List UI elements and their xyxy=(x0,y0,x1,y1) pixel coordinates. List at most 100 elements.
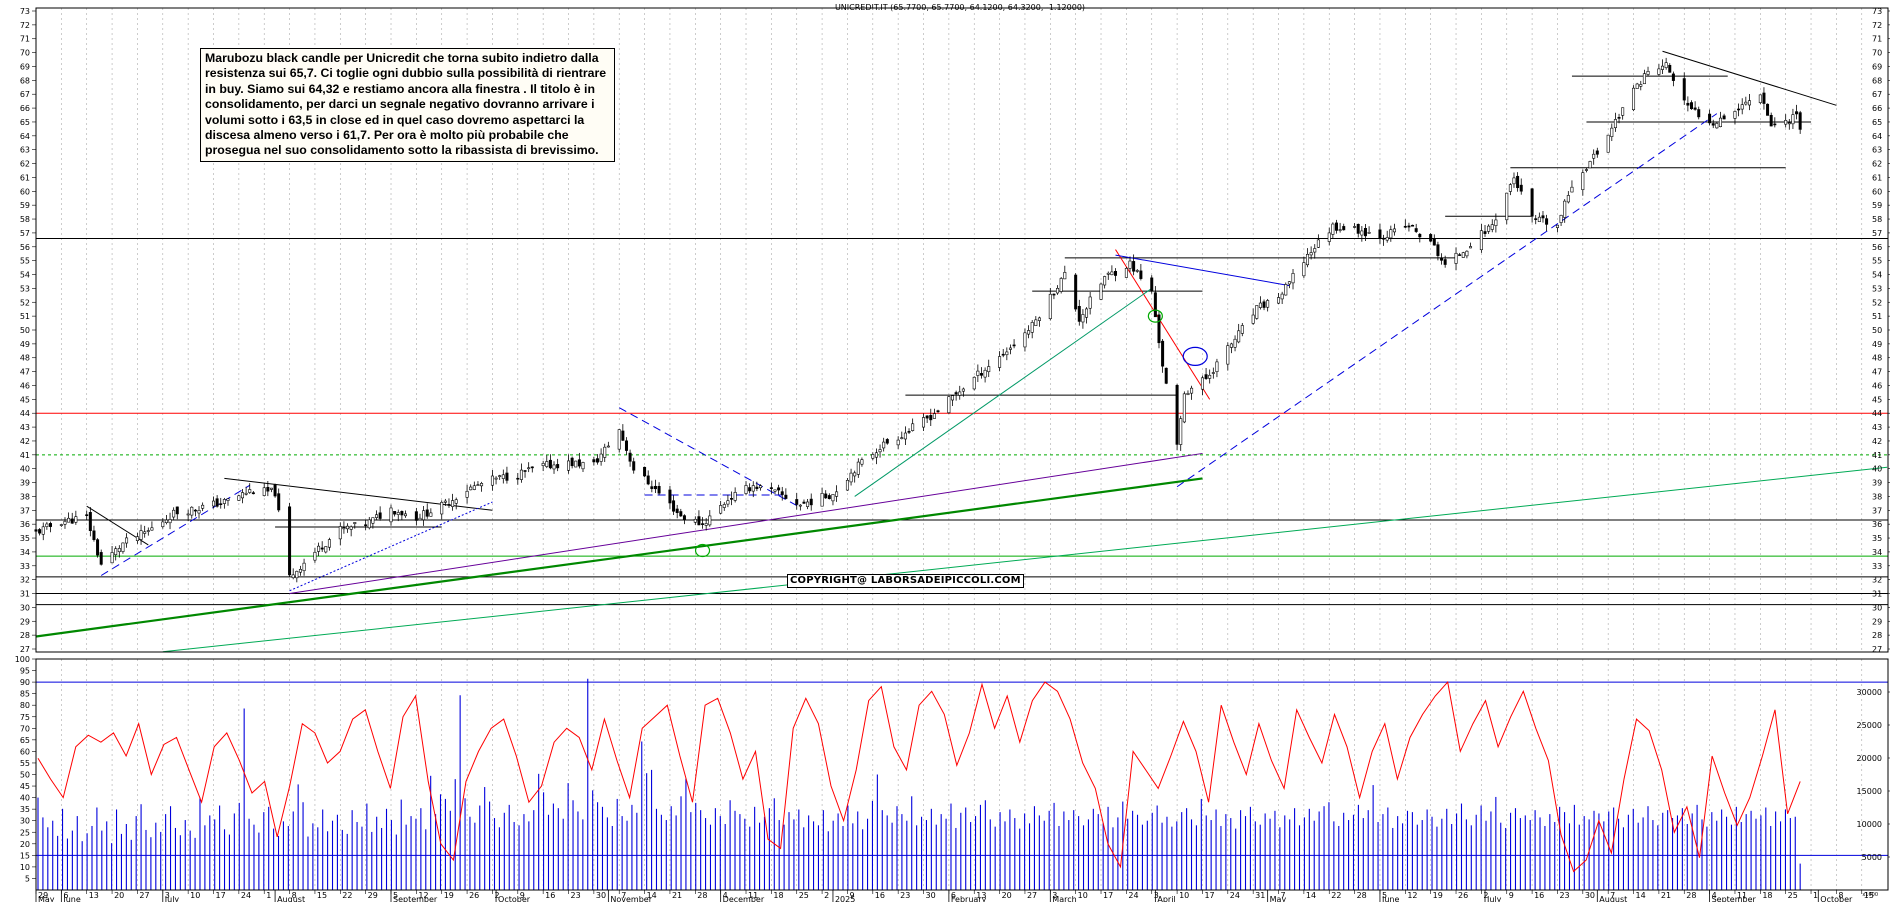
candle-body xyxy=(958,391,962,396)
candle-body xyxy=(114,548,118,556)
y-tick-label-right: 66 xyxy=(1872,104,1882,113)
candle-body xyxy=(1334,222,1338,231)
candle-body xyxy=(320,547,324,550)
x-day-label: 2 xyxy=(494,891,499,900)
x-day-label: 2 xyxy=(1483,891,1488,900)
x-day-label: 21 xyxy=(672,891,682,900)
candle-body xyxy=(773,489,777,492)
candle-body xyxy=(1559,214,1563,223)
candle-body xyxy=(1606,134,1610,153)
rsi-y-tick-label: 55 xyxy=(20,759,30,768)
candle-body xyxy=(403,513,407,517)
vol-unit-label: x1000 xyxy=(1862,892,1878,898)
candle-body xyxy=(976,370,980,376)
candle-body xyxy=(1443,259,1447,265)
y-tick-label-right: 63 xyxy=(1872,146,1882,155)
candle-body xyxy=(1657,68,1661,75)
candle-body xyxy=(375,514,379,518)
vol-y-tick-label: 5000 xyxy=(1862,853,1882,862)
candle-body xyxy=(414,511,418,521)
x-day-label: 31 xyxy=(1255,891,1265,900)
candle-body xyxy=(675,508,679,513)
candle-body xyxy=(516,477,520,480)
x-month-label: April xyxy=(1157,895,1175,902)
x-day-label: 10 xyxy=(1078,891,1088,900)
y-tick-label-right: 68 xyxy=(1872,76,1882,85)
rsi-y-tick-label: 60 xyxy=(20,747,30,756)
candle-body xyxy=(1306,254,1310,266)
candle-body xyxy=(212,500,216,507)
x-month-label: November xyxy=(610,895,652,902)
y-tick-label-right: 70 xyxy=(1872,49,1882,58)
y-tick-label-left: 51 xyxy=(20,312,30,321)
x-day-label: 17 xyxy=(1204,891,1214,900)
candle-body xyxy=(1418,233,1422,238)
x-month-label: July xyxy=(164,895,180,902)
x-day-label: 27 xyxy=(1027,891,1037,900)
candle-body xyxy=(1494,219,1498,226)
x-day-label: 8 xyxy=(1838,891,1843,900)
candle-body xyxy=(1693,107,1697,110)
candle-body xyxy=(1465,250,1469,257)
candle-body xyxy=(1588,161,1592,169)
candle-body xyxy=(1110,271,1114,276)
x-day-label: 18 xyxy=(1762,891,1772,900)
trend-line xyxy=(1662,50,1837,106)
x-day-label: 4 xyxy=(1712,891,1717,900)
x-day-label: 15 xyxy=(1864,891,1874,900)
rsi-y-tick-label: 30 xyxy=(20,817,30,826)
candle-body xyxy=(302,562,306,572)
candle-body xyxy=(827,495,831,500)
candle-body xyxy=(1153,292,1157,318)
candle-body xyxy=(501,474,505,479)
y-tick-label-right: 55 xyxy=(1872,257,1882,266)
axes: 29 6 13 20 27 3 10 17 24 1 8 15 22 29 5 12 19 26 2 9 16 23 30 7… xyxy=(15,7,1890,902)
x-day-label: 20 xyxy=(1002,891,1012,900)
candle-body xyxy=(1204,374,1208,379)
candle-body xyxy=(1787,122,1791,125)
x-month-label: June xyxy=(1381,895,1400,902)
candle-body xyxy=(498,475,502,477)
candle-body xyxy=(1059,278,1063,292)
candle-body xyxy=(1291,273,1295,284)
candle-body xyxy=(632,461,636,471)
y-tick-label-left: 27 xyxy=(20,645,30,654)
rsi-line xyxy=(37,681,1801,873)
candle-body xyxy=(1584,169,1588,171)
trend-line xyxy=(35,477,1203,638)
candle-body xyxy=(987,366,991,373)
candle-body xyxy=(1037,317,1041,321)
candle-body xyxy=(1186,393,1190,395)
y-tick-label-right: 52 xyxy=(1872,298,1882,307)
y-tick-label-right: 38 xyxy=(1872,492,1882,501)
candle-body xyxy=(92,530,96,540)
candle-body xyxy=(422,510,426,521)
candle-body xyxy=(1392,228,1396,233)
candle-body xyxy=(809,498,813,506)
candle-body xyxy=(1005,351,1009,356)
y-tick-label-right: 37 xyxy=(1872,506,1882,515)
y-tick-label-left: 43 xyxy=(20,423,30,432)
candle-body xyxy=(1382,237,1386,240)
candle-body xyxy=(907,431,911,433)
y-tick-label-right: 50 xyxy=(1872,326,1882,335)
candle-body xyxy=(903,432,907,440)
candle-body xyxy=(324,546,328,553)
candle-body xyxy=(1744,101,1748,105)
candle-body xyxy=(1697,109,1701,118)
candle-body xyxy=(1302,262,1306,277)
x-day-label: 5 xyxy=(393,891,398,900)
x-day-label: 19 xyxy=(444,891,454,900)
candle-body xyxy=(769,487,773,489)
candle-body xyxy=(1309,252,1313,256)
candle-body xyxy=(1740,104,1744,110)
candle-body xyxy=(1211,372,1215,374)
vol-y-tick-label: 15000 xyxy=(1857,787,1882,796)
candle-body xyxy=(954,392,958,395)
candle-body xyxy=(1255,305,1259,319)
candle-body xyxy=(1686,102,1690,106)
candle-body xyxy=(1581,172,1585,191)
candle-body xyxy=(190,506,194,516)
candle-body xyxy=(1563,200,1567,218)
candle-body xyxy=(186,513,190,516)
